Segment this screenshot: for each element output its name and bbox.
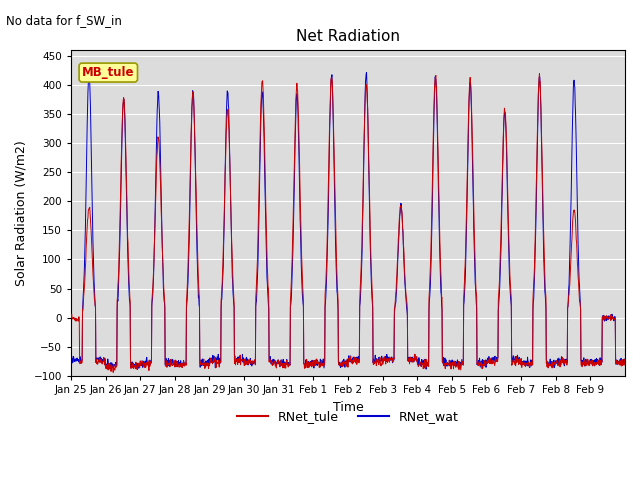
X-axis label: Time: Time xyxy=(333,400,364,413)
Title: Net Radiation: Net Radiation xyxy=(296,29,400,44)
Y-axis label: Solar Radiation (W/m2): Solar Radiation (W/m2) xyxy=(15,140,28,286)
Text: MB_tule: MB_tule xyxy=(82,66,134,79)
Legend: RNet_tule, RNet_wat: RNet_tule, RNet_wat xyxy=(232,406,464,428)
Text: No data for f_SW_in: No data for f_SW_in xyxy=(6,14,122,27)
